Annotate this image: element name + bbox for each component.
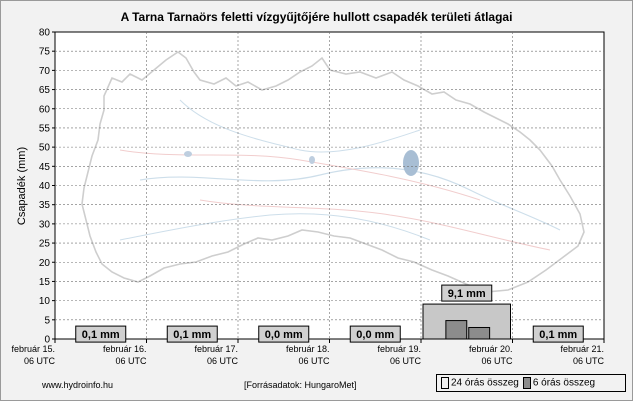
value-label-box [166,325,218,343]
bars [422,303,511,340]
y-tick-label: 65 [39,85,51,96]
x-tick-label: 06 UTC [24,356,56,366]
grid-lines [55,32,604,339]
y-tick-label: 45 [39,162,51,173]
road-line-2 [199,199,551,251]
y-tick-label: 10 [39,296,51,307]
x-tick-label: február 20. [469,344,513,354]
y-tick-label: 60 [39,104,51,115]
value-label-box [532,325,584,343]
y-tick-label: 15 [39,277,51,288]
x-tick-label: február 21. [560,344,604,354]
river-south [119,213,431,241]
river-main [139,167,561,231]
y-tick-label: 35 [39,200,51,211]
data-source-text: [Forrásadatok: HungaroMet] [244,380,357,390]
y-tick-label: 70 [39,66,51,77]
value-label: 0,1 mm [173,329,211,341]
value-label: 0,0 mm [356,329,394,341]
x-tick-label: 06 UTC [115,356,147,366]
legend: 24 órás összeg 6 órás összeg [436,374,626,392]
x-tick-label: február 17. [194,344,238,354]
x-tick-label: február 19. [377,344,421,354]
x-tick-label: 06 UTC [207,356,239,366]
x-tick-label: 06 UTC [481,356,513,366]
y-tick-label: 55 [39,123,51,134]
legend-item-sixhour: 6 órás összeg [522,377,596,389]
value-label-box [349,325,401,343]
six-hour-bar [468,326,491,340]
lake [403,150,419,176]
x-tick-label: 06 UTC [298,356,330,366]
x-tick-label: február 15. [11,344,55,354]
y-tick-label: 20 [39,258,51,269]
value-label-box [441,284,493,302]
y-tick-label: 80 [39,28,51,39]
value-label: 0,0 mm [265,329,303,341]
source-text: www.hydroinfo.hu [42,380,114,390]
pond [184,151,192,157]
basin-outline [81,51,585,293]
six-hour-bar [445,320,468,340]
x-tick-label: február 18. [286,344,330,354]
x-tick-label: 06 UTC [390,356,422,366]
value-label: 0,1 mm [539,329,577,341]
basin-map [81,51,585,293]
y-tick-label: 40 [39,181,51,192]
value-labels: 0,1 mm 0,1 mm 0,0 mm 0,0 mm 9,1 mm 0,1 mm [75,284,584,343]
y-axis-ticks: 0 5 10 15 20 25 30 35 40 45 50 55 60 65 70 75 80 [39,28,55,346]
y-tick-label: 0 [44,335,50,346]
value-label-box [75,325,127,343]
y-tick-label: 5 [44,315,50,326]
legend-swatch-daily [441,377,449,389]
legend-label-sixhour: 6 órás összeg [532,377,596,389]
legend-item-daily: 24 órás összeg [441,377,519,389]
river-north [179,99,421,153]
value-label-box [258,325,310,343]
value-label: 0,1 mm [82,329,120,341]
y-tick-label: 30 [39,219,51,230]
legend-label-daily: 24 órás összeg [451,377,519,389]
chart-title: A Tarna Tarnaörs feletti vízgyűjtőjére h… [120,10,513,24]
x-tick-label: február 16. [103,344,147,354]
y-tick-label: 25 [39,239,51,250]
legend-swatch-sixhour [522,377,531,389]
road-line [119,149,481,201]
y-tick-label: 75 [39,47,51,58]
y-tick-label: 50 [39,143,51,154]
value-label: 9,1 mm [448,288,486,300]
pond [309,156,315,164]
x-tick-label: 06 UTC [573,356,605,366]
x-axis-ticks: február 15. 06 UTC február 16. 06 UTC februá… [11,339,605,366]
